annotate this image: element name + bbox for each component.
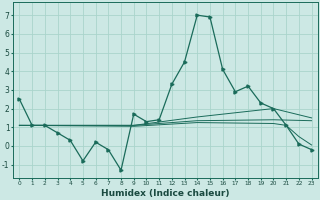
X-axis label: Humidex (Indice chaleur): Humidex (Indice chaleur) <box>101 189 230 198</box>
